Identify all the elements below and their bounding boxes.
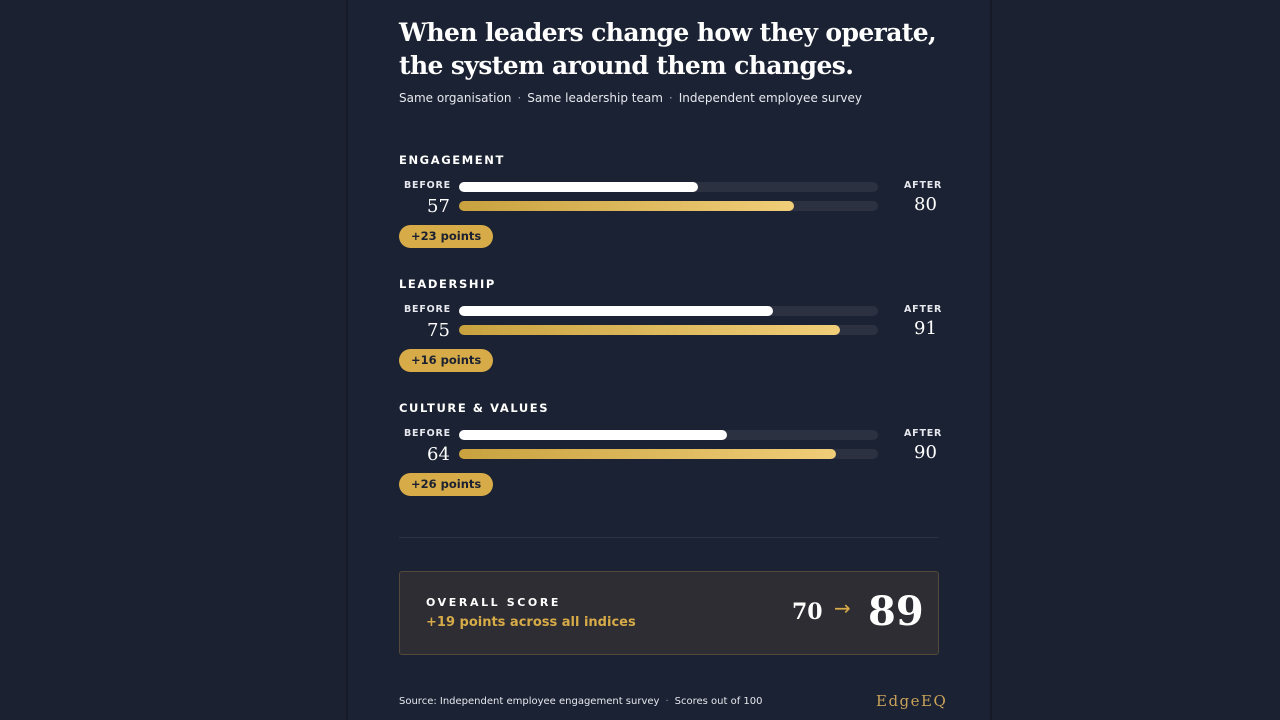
before-bar-track: [459, 430, 878, 440]
delta-badge: +26 points: [399, 473, 494, 496]
brand-logo: EdgeEQ: [876, 692, 948, 710]
before-bar: [459, 182, 698, 192]
source-text: Source: Independent employee engagement …: [399, 696, 660, 707]
after-label: AFTER: [904, 304, 943, 315]
before-label: BEFORE: [404, 428, 451, 439]
after-bar-track: [459, 201, 878, 211]
before-bar: [459, 430, 728, 440]
overall-score-label: OVERALL SCORE: [426, 596, 562, 609]
divider: [399, 537, 938, 538]
category-label: LEADERSHIP: [399, 277, 496, 291]
before-label: BEFORE: [404, 304, 451, 315]
after-value: 90: [914, 442, 937, 463]
before-value: 75: [427, 320, 450, 341]
subtitle-item: Same organisation: [399, 91, 512, 105]
arrow-right-icon: →: [834, 596, 851, 620]
before-bar-track: [459, 306, 878, 316]
page-title: When leaders change how they operate, th…: [399, 16, 959, 82]
subtitle-item: Same leadership team: [527, 91, 663, 105]
scale-note: Scores out of 100: [674, 696, 763, 707]
before-bar-track: [459, 182, 878, 192]
overall-score-summary: +19 points across all indices: [426, 615, 636, 630]
overall-before-value: 70: [792, 599, 823, 625]
overall-score-card: OVERALL SCORE +19 points across all indi…: [399, 571, 939, 655]
after-bar: [459, 449, 837, 459]
after-bar: [459, 201, 795, 211]
footer-source: Source: Independent employee engagement …: [399, 696, 763, 707]
after-value: 91: [914, 318, 937, 339]
delta-badge: +16 points: [399, 349, 494, 372]
after-bar: [459, 325, 841, 335]
before-label: BEFORE: [404, 180, 451, 191]
after-label: AFTER: [904, 180, 943, 191]
after-bar-track: [459, 449, 878, 459]
after-bar-track: [459, 325, 878, 335]
delta-badge: +23 points: [399, 225, 494, 248]
before-value: 57: [427, 196, 450, 217]
before-bar: [459, 306, 774, 316]
after-value: 80: [914, 194, 937, 215]
category-label: ENGAGEMENT: [399, 153, 505, 167]
after-label: AFTER: [904, 428, 943, 439]
subtitle: Same organisation · Same leadership team · I…: [399, 91, 863, 105]
category-label: CULTURE & VALUES: [399, 401, 550, 415]
title-line-1: When leaders change how they operate,: [399, 18, 937, 47]
before-value: 64: [427, 444, 450, 465]
subtitle-item: Independent employee survey: [678, 91, 863, 105]
title-line-2: the system around them changes.: [399, 51, 854, 80]
overall-after-value: 89: [868, 588, 924, 635]
